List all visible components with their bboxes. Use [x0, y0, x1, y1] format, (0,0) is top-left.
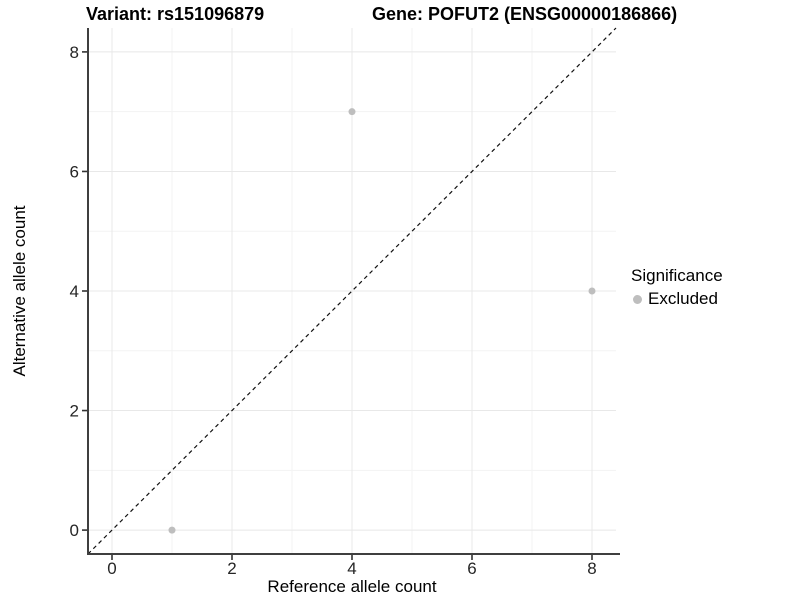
- y-tick-label: 8: [70, 43, 79, 62]
- legend-title: Significance: [631, 266, 723, 285]
- x-axis-label: Reference allele count: [267, 577, 437, 596]
- legend-item-label: Excluded: [648, 289, 718, 308]
- data-point: [588, 287, 596, 295]
- y-tick-label: 6: [70, 162, 79, 181]
- x-tick-label: 4: [347, 559, 356, 578]
- x-tick-label: 6: [467, 559, 476, 578]
- x-tick-label: 0: [107, 559, 116, 578]
- x-tick-label: 2: [227, 559, 236, 578]
- legend: Significance Excluded: [631, 266, 723, 309]
- plot-title-gene: Gene: POFUT2 (ENSG00000186866): [372, 4, 678, 24]
- plot-title-variant: Variant: rs151096879: [86, 4, 265, 24]
- data-point: [168, 526, 176, 534]
- y-tick-label: 0: [70, 521, 79, 540]
- y-tick-label: 4: [70, 282, 79, 301]
- legend-marker-dot: [633, 294, 642, 304]
- legend-item-excluded: Excluded: [633, 289, 723, 309]
- data-point: [348, 108, 356, 116]
- x-tick-label: 8: [587, 559, 596, 578]
- y-axis-label: Alternative allele count: [10, 205, 29, 377]
- y-tick-label: 2: [70, 402, 79, 421]
